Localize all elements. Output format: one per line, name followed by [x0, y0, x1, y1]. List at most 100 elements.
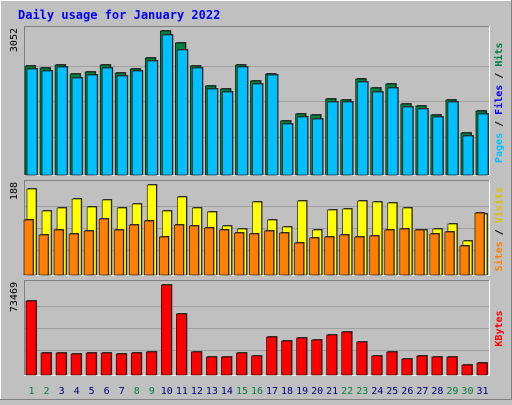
x-tick-label: 20 [311, 386, 323, 397]
files-bar [207, 88, 218, 176]
sites-bar [369, 235, 380, 276]
side-label-hits-separator: / [494, 115, 505, 133]
kbytes-bar [416, 355, 428, 376]
files-bar [26, 68, 38, 176]
files-bar [387, 87, 399, 176]
side-label-kbytes: KBytes [494, 310, 505, 346]
sites-bar [279, 232, 289, 276]
kbytes-bar [40, 352, 52, 376]
x-tick-label: 7 [119, 386, 125, 397]
kbytes-bar [55, 352, 67, 376]
kbytes-bar [25, 300, 37, 376]
sites-bar [429, 233, 440, 276]
x-tick-label: 3 [59, 386, 65, 397]
x-tick-label: 6 [104, 386, 110, 397]
y-max-label-hits: 3052 [9, 28, 20, 52]
x-axis-labels: 1 2 3 4 5 6 7 8 9 10 11 12 13 14 15 16 17 18 19 20 21 22 23 24 2… [29, 386, 489, 397]
kbytes-bar [431, 356, 443, 376]
y-max-label-kbytes: 73469 [9, 282, 20, 312]
files-bar [417, 108, 429, 176]
sites-bar [234, 232, 244, 276]
sites-bar [143, 220, 154, 276]
sites-bar [294, 242, 304, 276]
x-tick-label: 26 [401, 386, 413, 397]
files-bar [222, 91, 233, 176]
sites-bar [174, 224, 184, 276]
x-tick-label: 30 [461, 386, 473, 397]
kbytes-bar [476, 362, 488, 376]
sites-bar [384, 229, 395, 276]
x-tick-label: 24 [371, 386, 383, 397]
x-tick-label: 11 [176, 386, 188, 397]
kbytes-bar [176, 313, 187, 376]
sites-bar [189, 225, 199, 276]
kbytes-bar [160, 284, 172, 376]
files-bar [86, 74, 98, 176]
sites-bar [399, 228, 410, 276]
sites-bar [339, 234, 350, 276]
kbytes-bar [401, 358, 413, 376]
x-tick-label: 31 [476, 386, 488, 397]
files-bar [342, 101, 354, 176]
kbytes-bar [326, 334, 337, 376]
x-tick-label: 25 [386, 386, 398, 397]
sites-bar [83, 230, 94, 276]
x-tick-label: 4 [74, 386, 80, 397]
files-bar [71, 77, 83, 176]
files-bar [372, 91, 384, 176]
x-tick-label: 28 [431, 386, 443, 397]
sites-bar [219, 229, 229, 276]
files-bar [252, 83, 263, 176]
x-tick-label: 9 [149, 386, 155, 397]
side-label-hits: Pages / Files / Hits [493, 43, 505, 163]
files-bar [357, 81, 369, 176]
files-bar [101, 67, 113, 176]
chart-title: Daily usage for January 2022 [18, 8, 220, 22]
x-tick-label: 21 [326, 386, 338, 397]
x-tick-label: 5 [89, 386, 95, 397]
x-tick-label: 15 [236, 386, 248, 397]
sites-bar [354, 236, 365, 276]
files-bar [447, 101, 459, 176]
kbytes-bar [236, 352, 247, 376]
kbytes-bar [296, 337, 307, 376]
kbytes-bar [386, 351, 398, 376]
x-tick-label: 29 [446, 386, 458, 397]
x-tick-label: 10 [161, 386, 173, 397]
side-label-hits-files: Files [493, 85, 505, 115]
files-bar [297, 116, 308, 176]
kbytes-bar [371, 355, 383, 376]
kbytes-bar [461, 364, 473, 376]
sites-bar [23, 219, 34, 276]
side-label-hits-hits: Hits [493, 43, 505, 67]
kbytes-bar [115, 353, 127, 376]
x-tick-label: 18 [281, 386, 293, 397]
side-label-hits-separator: / [494, 67, 505, 85]
kbytes-bar [221, 356, 232, 376]
kbytes-bar [281, 340, 292, 376]
kbytes-bar [206, 356, 217, 376]
files-bar [161, 34, 173, 176]
side-label-visits-visits: Visits [493, 187, 505, 223]
sites-bar [414, 229, 425, 276]
sites-bar [444, 231, 455, 276]
kbytes-bar [130, 352, 142, 376]
x-tick-label: 13 [206, 386, 218, 397]
sites-bar [474, 212, 485, 276]
x-tick-label: 16 [251, 386, 263, 397]
kbytes-bar [100, 352, 112, 376]
x-tick-label: 22 [341, 386, 353, 397]
kbytes-bar [356, 341, 368, 376]
sites-bar [249, 233, 259, 276]
side-label-visits-separator: / [494, 223, 505, 241]
x-tick-label: 19 [296, 386, 308, 397]
side-label-visits: Sites / Visits [493, 187, 505, 271]
kbytes-bar [266, 336, 277, 376]
sites-bar [459, 245, 470, 276]
side-label-kbytes-kbytes: KBytes [494, 310, 505, 346]
side-label-visits-sites: Sites [493, 241, 505, 271]
x-tick-label: 14 [221, 386, 233, 397]
kbytes-bar [446, 356, 458, 376]
x-tick-label: 12 [191, 386, 203, 397]
